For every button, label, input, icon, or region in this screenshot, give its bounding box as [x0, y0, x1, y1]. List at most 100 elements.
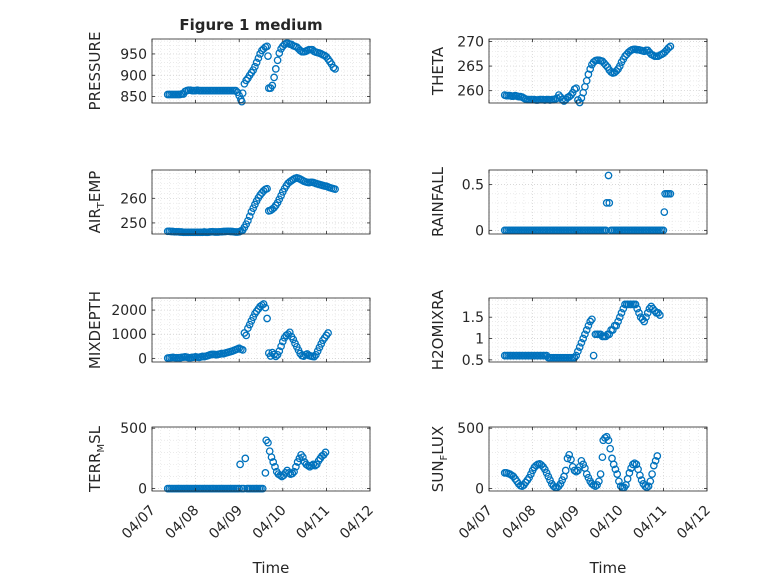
theta-series — [500, 42, 675, 107]
h2omixra-y-tick-label: 1.5 — [462, 310, 484, 326]
terrmsl-plot-area — [152, 427, 370, 491]
sunflux-data-point — [582, 470, 591, 478]
sunflux-data-point — [572, 467, 581, 476]
sunflux-axes-box — [488, 426, 708, 492]
sunflux-data-point — [604, 436, 613, 445]
mixdepth-data-point — [271, 352, 280, 361]
h2omixra-data-point — [570, 353, 579, 362]
mixdepth-axes-box — [151, 297, 371, 363]
terrmsl-data-point — [295, 454, 304, 463]
sunflux-data-point — [646, 477, 655, 486]
terrmsl-data-point — [299, 453, 307, 462]
h2omixra-data-point — [617, 309, 626, 317]
mixdepth-data-point — [313, 347, 322, 355]
sunflux-data-point — [653, 452, 662, 460]
h2omixra-y-tick-label: 1 — [475, 332, 484, 348]
terrmsl-data-point — [241, 454, 250, 463]
sunflux-data-point — [558, 476, 567, 484]
sunflux-data-point — [616, 482, 625, 491]
sunflux-data-point — [593, 481, 601, 489]
terrmsl-axes-box — [151, 426, 371, 492]
rainfall-data-point — [602, 199, 611, 207]
airtemp-data-point — [277, 191, 285, 200]
theta-y-tick-label: 265 — [457, 59, 484, 75]
rainfall-series — [500, 171, 675, 235]
sunflux-data-point — [527, 470, 535, 478]
h2omixra-data-point — [640, 317, 649, 326]
mixdepth-data-point — [263, 314, 271, 323]
airtemp-y-tick-label: 260 — [120, 191, 147, 207]
sunflux-data-point — [544, 472, 553, 481]
sunflux-series — [500, 432, 662, 492]
terrmsl-data-point — [307, 461, 316, 470]
sunflux-data-point — [602, 432, 611, 441]
sunflux-data-point — [629, 460, 637, 469]
airtemp-data-point — [244, 216, 252, 225]
rainfall-y-tick-label: 0 — [475, 223, 484, 239]
terrmsl-data-point — [292, 462, 300, 471]
terrmsl-data-point — [309, 460, 318, 469]
h2omixra-data-point — [631, 300, 640, 309]
h2omixra-data-point — [582, 326, 591, 334]
h2omixra-axes-box — [488, 297, 708, 363]
pressure-data-point — [273, 56, 282, 65]
mixdepth-data-point — [324, 329, 332, 337]
rainfall-data-point — [605, 199, 614, 207]
sunflux-y-tick-label: 500 — [457, 421, 484, 437]
h2omixra-data-point — [572, 351, 581, 360]
terrmsl-data-point — [261, 469, 270, 477]
pressure-data-point — [264, 52, 272, 60]
rainfall-axes-box — [488, 169, 708, 235]
sunflux-data-point — [641, 482, 649, 491]
airtemp-data-point — [263, 184, 271, 193]
sunflux-data-point — [606, 444, 615, 453]
theta-y-tick-label: 260 — [457, 84, 484, 100]
mixdepth-data-point — [261, 303, 270, 312]
mixdepth-data-point — [278, 337, 287, 346]
pressure-data-point — [242, 76, 251, 85]
airtemp-data-point — [275, 195, 284, 204]
theta-data-point — [586, 65, 595, 73]
rainfall-y-axis-label: RAINFALL — [429, 166, 447, 237]
sunflux-data-point — [591, 482, 600, 491]
h2omixra-data-point — [612, 321, 621, 330]
pressure-data-point — [263, 42, 271, 51]
mixdepth-data-point — [249, 313, 258, 322]
sunflux-data-point — [577, 456, 586, 465]
mixdepth-data-point — [285, 328, 294, 337]
sunflux-y-tick-label: 0 — [475, 482, 484, 498]
sunflux-data-point — [540, 465, 549, 474]
h2omixra-data-point — [614, 317, 622, 326]
terrmsl-series — [163, 436, 330, 493]
h2omixra-data-point — [574, 347, 582, 356]
pressure-data-point — [252, 58, 261, 67]
h2omixra-data-point — [589, 351, 598, 360]
terrmsl-data-point — [288, 469, 297, 478]
sunflux-data-point — [637, 476, 646, 484]
h2omixra-data-point — [588, 315, 596, 324]
pressure-data-point — [270, 73, 278, 82]
h2omixra-data-point — [586, 317, 595, 326]
mixdepth-y-tick-label: 0 — [138, 351, 147, 367]
h2omixra-y-axis-label: H2OMIXRA — [429, 289, 447, 370]
airtemp-data-point — [247, 207, 256, 216]
mixdepth-data-point — [312, 350, 320, 359]
sunflux-data-point — [649, 461, 658, 470]
terrmsl-data-point — [267, 453, 276, 462]
h2omixra-data-point — [643, 309, 652, 317]
terrmsl-data-point — [312, 460, 321, 469]
sunflux-data-point — [625, 469, 634, 477]
theta-data-point — [601, 61, 610, 69]
theta-data-point — [612, 67, 621, 75]
terrmsl-data-point — [258, 484, 267, 493]
sunflux-data-point — [589, 481, 598, 489]
mixdepth-axes: 0 1000 2000 MIXDEPTH — [86, 291, 371, 369]
sunflux-data-point — [627, 464, 635, 472]
mixdepth-data-point — [270, 350, 278, 359]
terrmsl-data-point — [264, 438, 272, 447]
sunflux-data-point — [609, 460, 618, 469]
theta-data-point — [615, 62, 624, 70]
sunflux-data-point — [615, 477, 623, 486]
sunflux-data-point — [570, 466, 579, 475]
h2omixra-data-point — [656, 311, 664, 319]
